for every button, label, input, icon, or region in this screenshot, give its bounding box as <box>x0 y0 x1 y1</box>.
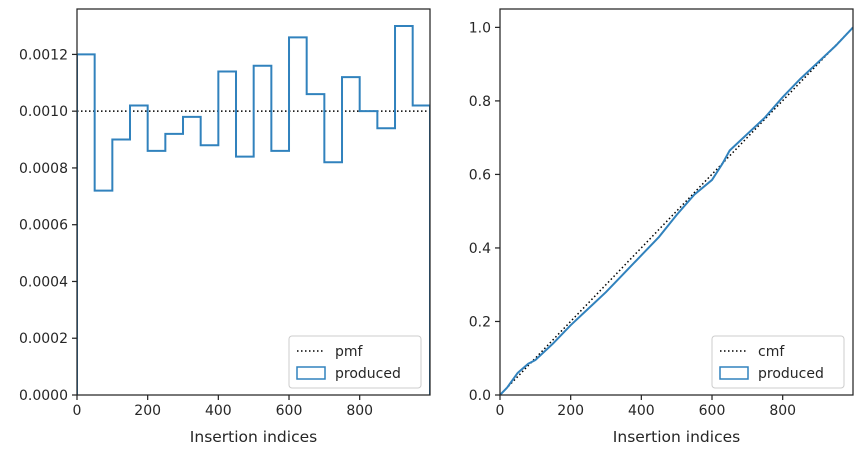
chart1.legend-label-produced: produced <box>335 366 401 382</box>
chart2.series-produced <box>500 26 853 395</box>
chart2.y-tick-label: 0.8 <box>469 94 491 110</box>
chart2.legend-label-produced: produced <box>758 366 824 382</box>
plot-area <box>500 26 853 395</box>
chart1.x-tick-label: 600 <box>276 403 303 419</box>
chart1.y-tick-label: 0.0004 <box>19 274 68 290</box>
chart1.x-tick-label: 0 <box>73 403 82 419</box>
chart1.y-tick-label: 0.0006 <box>19 218 68 234</box>
chart1.x-tick-label: 400 <box>205 403 232 419</box>
chart2.y-tick-label: 0.6 <box>469 167 491 183</box>
chart2.x-tick-label: 800 <box>769 403 796 419</box>
chart1.legend: pmf produced <box>288 335 422 389</box>
chart2.legend-box <box>711 335 845 389</box>
chart-1: 0 200 400 600 800 0.0000 0.0002 0.0004 0.0006 0.0… <box>19 8 431 446</box>
chart-2: 0 200 400 600 800 0.0 0.2 0.4 0.6 0.8 1.0 Insertion… <box>469 8 854 446</box>
chart1.legend-swatch-produced <box>296 366 326 380</box>
chart2.series-cmf <box>500 26 853 395</box>
chart2.axes-frame <box>499 8 854 396</box>
chart1.legend-label-pmf: pmf <box>335 344 364 360</box>
chart2.legend: cmf produced <box>711 335 845 389</box>
chart2.x-tick-label: 0 <box>496 403 505 419</box>
chart2.x-axis-label: Insertion indices <box>613 428 740 446</box>
plot-area <box>77 25 430 395</box>
chart1.y-tick-label: 0.0002 <box>19 331 68 347</box>
chart1.series-produced <box>77 25 430 395</box>
chart2.y-tick-label: 0.2 <box>469 314 491 330</box>
chart2.y-tick-label: 0.4 <box>469 241 491 257</box>
chart2.legend-label-cmf: cmf <box>758 344 785 360</box>
chart1.y-tick-label: 0.0012 <box>19 47 68 63</box>
chart1.y-tick-label: 0.0008 <box>19 161 68 177</box>
chart1.y-tick-label: 0.0000 <box>19 388 68 404</box>
chart2.y-tick-label: 1.0 <box>469 20 491 36</box>
chart2.legend-swatch-produced <box>719 366 749 380</box>
chart1.legend-box <box>288 335 422 389</box>
chart2.x-tick-label: 600 <box>699 403 726 419</box>
chart2.y-tick-label: 0.0 <box>469 388 491 404</box>
chart2.x-tick-label: 400 <box>628 403 655 419</box>
chart1.x-axis-label: Insertion indices <box>190 428 317 446</box>
chart1.x-tick-label: 800 <box>346 403 373 419</box>
chart1.axes-frame <box>76 8 431 396</box>
chart2.x-tick-label: 200 <box>557 403 584 419</box>
chart1.y-tick-label: 0.0010 <box>19 104 68 120</box>
chart1.x-tick-label: 200 <box>134 403 161 419</box>
